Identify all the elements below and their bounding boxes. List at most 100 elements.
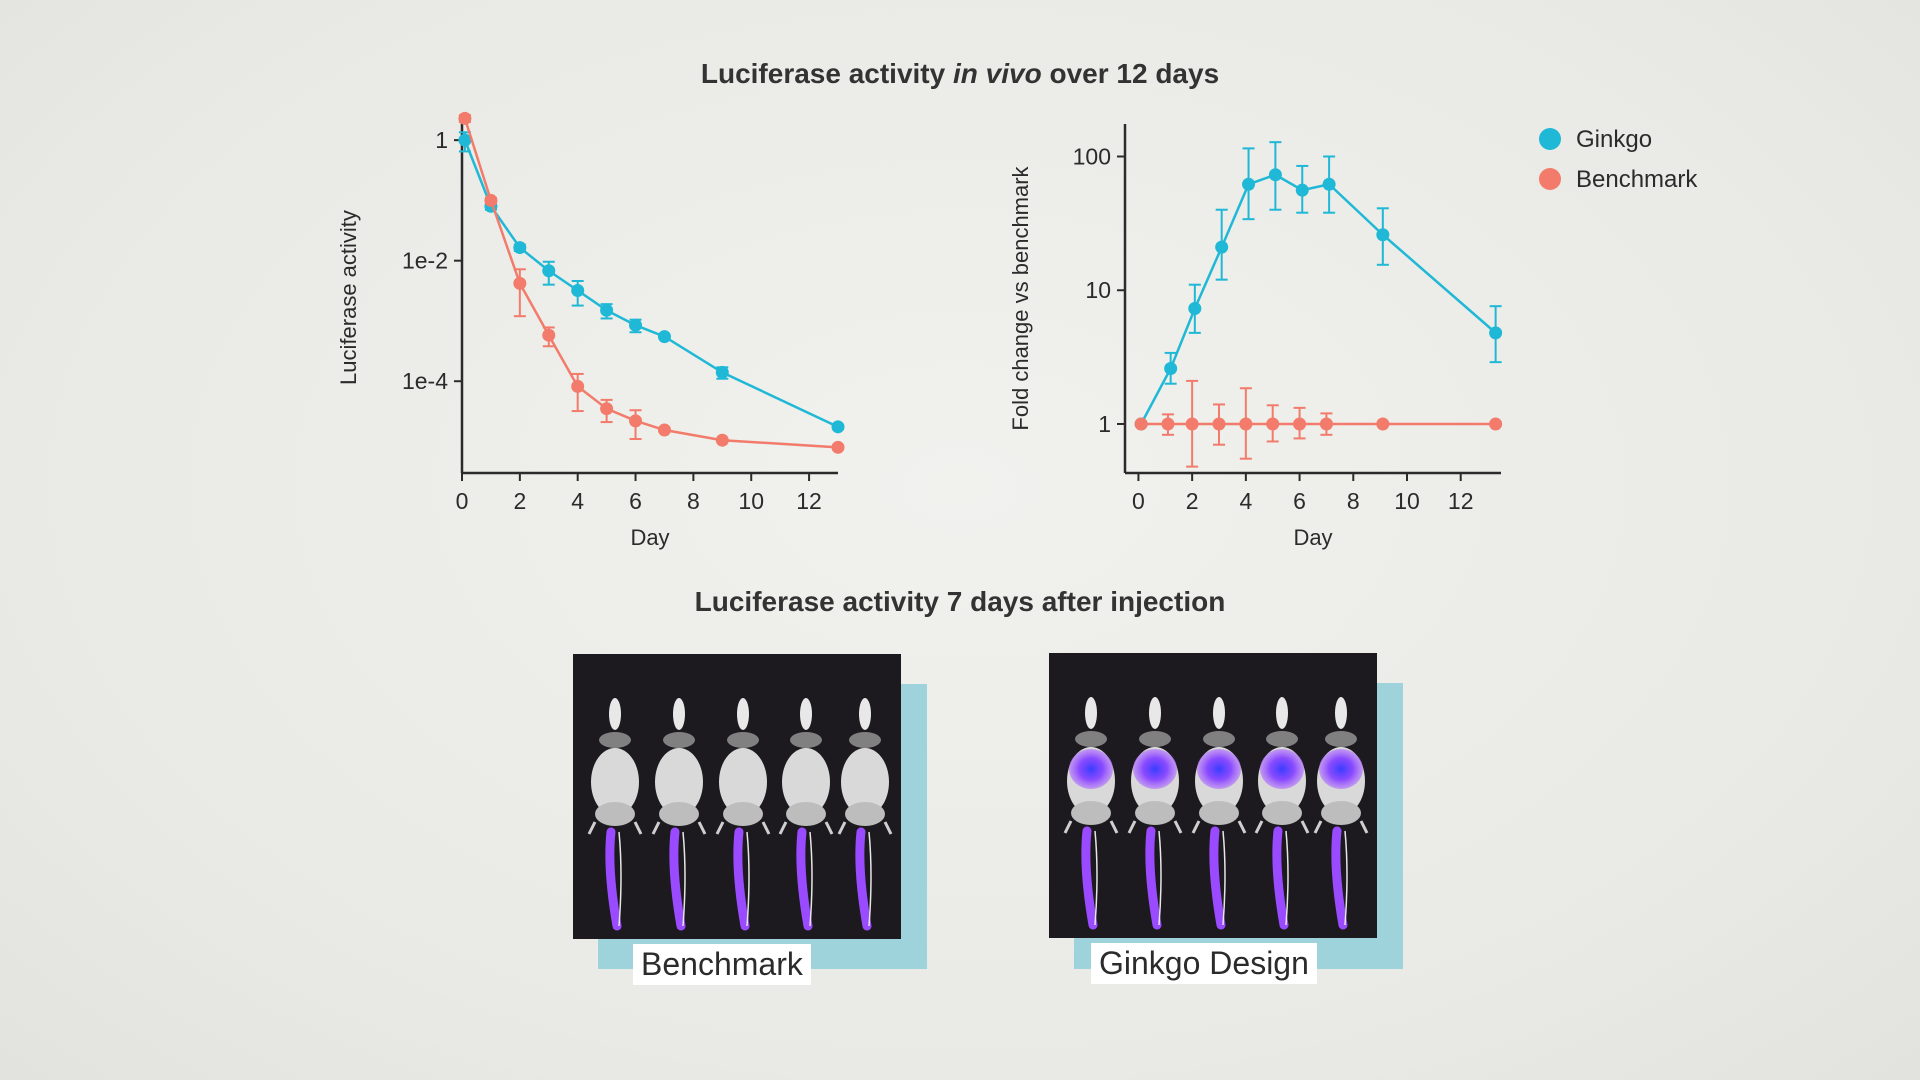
data-point-benchmark [1239,417,1253,431]
data-point-ginkgo [571,284,585,298]
benchmark-mice-image [573,654,901,939]
data-point-ginkgo [657,330,671,344]
section-title: Luciferase activity 7 days after injecti… [694,586,1226,617]
mouse-hips [1135,801,1175,825]
data-point-benchmark [1319,417,1333,431]
legend-label-ginkgo: Ginkgo [1576,126,1652,153]
title-prefix: Luciferase activity [700,58,953,89]
tail [1222,830,1226,926]
mouse-leg [1300,820,1310,834]
x-axis-title: Day [630,525,669,550]
mouse-hips [845,802,885,826]
mouse-leg [697,821,707,835]
mouse-neck [1139,731,1171,747]
legend: Ginkgo Benchmark [1539,126,1698,193]
mouse-head [673,698,685,730]
x-tick-label: 12 [1448,488,1474,514]
data-point-benchmark [542,328,556,342]
liver-signal [1069,749,1113,789]
title-italic: in vivo [952,58,1042,89]
y-tick-label: 10 [1085,277,1111,303]
tail [1344,830,1348,926]
tail-signal [855,827,872,931]
mouse-body [782,748,830,816]
tail [682,831,686,927]
series-line-ginkgo [463,139,839,428]
mouse-leg [633,821,643,835]
mouse-leg [1173,820,1183,834]
data-point-ginkgo [1489,326,1503,340]
tail [746,831,750,927]
series-line-ginkgo [1140,173,1497,425]
data-point-benchmark [1161,417,1175,431]
tail [868,831,872,927]
data-point-ginkgo [629,318,643,332]
mouse-leg [1191,820,1201,834]
mice-imaging-svg [587,698,893,931]
data-point-benchmark [715,433,729,447]
data-point-ginkgo [715,365,729,379]
mouse-head [737,698,749,730]
data-point-ginkgo [600,303,614,317]
data-point-benchmark [484,193,498,207]
tail-signal [1081,826,1098,930]
data-point-benchmark [1185,417,1199,431]
mouse-leg [1254,820,1264,834]
mouse-neck [1325,731,1357,747]
mouse-neck [727,732,759,748]
x-tick-label: 12 [796,488,822,514]
data-point-benchmark [458,111,472,125]
y-axis-title: Luciferase activity [336,210,361,385]
mouse-neck [663,732,695,748]
mouse-neck [790,732,822,748]
mouse-hips [1262,801,1302,825]
mouse-hips [595,802,635,826]
title-suffix: over 12 days [1041,58,1220,89]
mouse-leg [883,821,893,835]
data-point-ginkgo [1242,177,1256,191]
legend-label-benchmark: Benchmark [1576,166,1698,193]
data-point-benchmark [629,414,643,428]
mouse-hips [1321,801,1361,825]
mouse-leg [778,821,788,835]
mouse-head [1085,697,1097,729]
mouse-leg [1109,820,1119,834]
data-point-benchmark [1376,417,1390,431]
mouse-leg [761,821,771,835]
tail-signal [796,827,813,931]
mouse-head [859,698,871,730]
liver-signal [1197,749,1241,789]
data-point-ginkgo [513,241,527,255]
x-tick-label: 0 [456,488,469,514]
mouse-leg [1359,820,1369,834]
mouse-neck [849,732,881,748]
mouse-neck [1203,731,1235,747]
data-point-benchmark [1134,417,1148,431]
mouse-leg [715,821,725,835]
y-tick-label: 1e-2 [402,248,448,274]
data-point-ginkgo [1295,183,1309,197]
x-tick-label: 6 [1293,488,1306,514]
benchmark-caption: Benchmark [633,944,811,985]
data-point-ginkgo [542,264,556,278]
data-point-ginkgo [1268,168,1282,182]
data-point-ginkgo [458,133,472,147]
mouse-body [841,748,889,816]
mice-imaging-svg [1063,697,1369,930]
tail-signal [1145,826,1162,930]
mouse-leg [587,821,597,835]
liver-signal [1319,749,1363,789]
x-tick-label: 10 [1394,488,1420,514]
data-point-ginkgo [831,420,845,434]
mouse-leg [1127,820,1137,834]
data-point-benchmark [1293,417,1307,431]
y-tick-label: 100 [1073,144,1111,170]
x-tick-label: 0 [1132,488,1145,514]
mouse-leg [651,821,661,835]
mouse-neck [1266,731,1298,747]
tail [1158,830,1162,926]
legend-marker-ginkgo [1539,128,1561,150]
mouse-head [1213,697,1225,729]
tail-signal [669,827,686,931]
mouse-leg [1237,820,1247,834]
